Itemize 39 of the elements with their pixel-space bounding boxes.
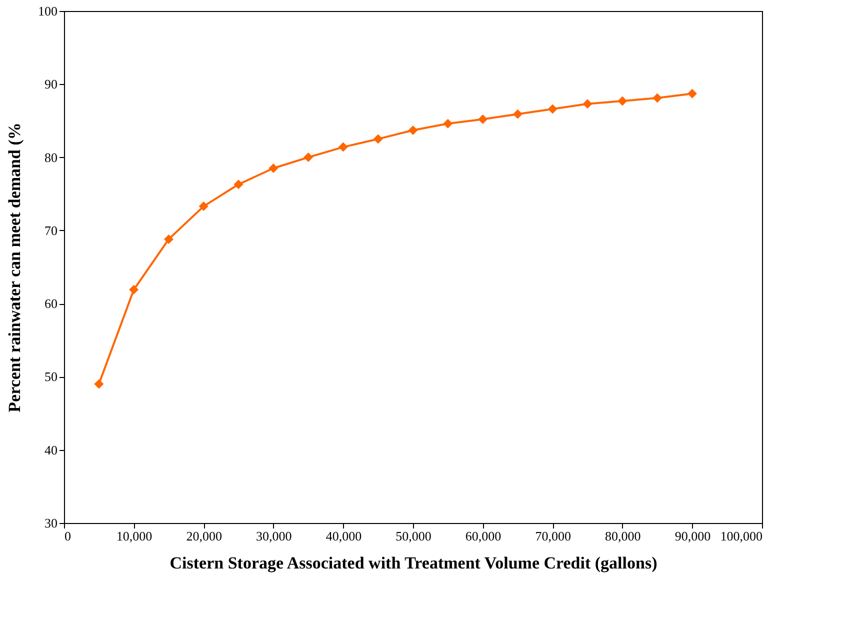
point — [687, 88, 697, 98]
y-tick-label: 50 — [44, 369, 58, 384]
x-tick-label: 50,000 — [396, 528, 432, 544]
point — [268, 164, 278, 173]
x-tick-label: 0 — [64, 528, 71, 544]
point — [164, 234, 174, 244]
y-tick-label: 70 — [44, 222, 58, 238]
x-tick-label: 60,000 — [465, 528, 502, 544]
x-axis-title: Cistern Storage Associated with Treatment Volume Credit (gallons) — [170, 554, 658, 572]
y-tick-label: 90 — [44, 76, 58, 92]
point — [443, 118, 453, 128]
point — [512, 109, 522, 119]
x-tick-label: 70,000 — [535, 528, 571, 544]
point — [478, 114, 488, 124]
x-tick-label: 80,000 — [605, 528, 641, 544]
y-tick-label: 30 — [44, 516, 58, 530]
point — [618, 96, 628, 106]
x-tick-label: 10,000 — [116, 528, 152, 544]
point — [548, 104, 558, 114]
point — [129, 284, 139, 294]
x-tick-label: 30,000 — [256, 528, 292, 544]
point — [582, 99, 592, 109]
y-axis-title: Percent rainwater can meet demand (% — [5, 122, 24, 412]
y-tick-label: 100 — [38, 4, 58, 18]
y-tick-label: 40 — [44, 442, 58, 458]
y-tick-label: 60 — [44, 296, 58, 312]
point — [304, 152, 314, 162]
point — [652, 93, 662, 103]
y-tick-label: 80 — [44, 150, 58, 165]
point — [198, 202, 208, 212]
x-tick-label: 90,000 — [674, 528, 711, 544]
x-tick-label: 40,000 — [326, 528, 362, 544]
point — [373, 134, 383, 144]
point — [94, 379, 104, 389]
point — [338, 142, 348, 152]
point — [408, 125, 418, 135]
point — [234, 180, 244, 190]
x-tick-label: 100,000 — [720, 528, 762, 544]
x-tick-label: 20,000 — [186, 528, 222, 544]
